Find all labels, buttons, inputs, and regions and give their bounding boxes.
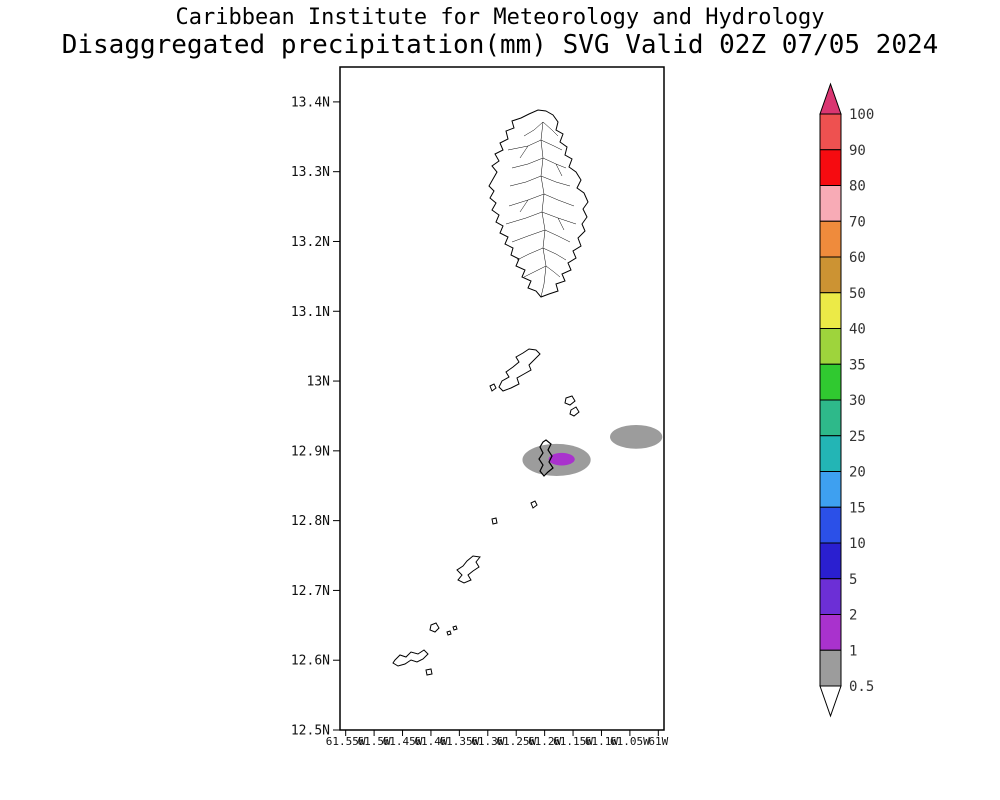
- lat-label: 12.8N: [291, 514, 330, 529]
- lon-label: 61.45W: [383, 735, 423, 748]
- colorbar-label: 15: [849, 500, 866, 516]
- island-balliceaux: [569, 406, 580, 417]
- colorbar-segment: [819, 113, 842, 151]
- colorbar-segment: [819, 649, 842, 687]
- colorbar-segment: [819, 614, 842, 651]
- colorbar-label: 50: [849, 286, 866, 302]
- colorbar-segment: [819, 435, 842, 472]
- colorbar-segment: [819, 363, 842, 401]
- island-st-vincent-outline: [488, 109, 589, 298]
- colorbar-segment: [819, 506, 842, 544]
- colorbar-segment: [819, 149, 842, 186]
- lon-label: 61W: [648, 735, 668, 748]
- precip-shading-layer: [522, 425, 663, 476]
- colorbar-label: 20: [849, 465, 866, 481]
- lon-label: 61.4W: [414, 735, 447, 748]
- colorbar-label: 0.5: [849, 679, 874, 695]
- island-bequia: [498, 348, 541, 392]
- lon-label: 61.05W: [610, 735, 650, 748]
- lat-label: 12.6N: [291, 654, 330, 669]
- colorbar-segment: [819, 256, 842, 294]
- island-mayreau: [429, 622, 440, 633]
- colorbar-segment: [819, 399, 842, 437]
- colorbar-segment: [819, 185, 842, 222]
- colorbar-label: 100: [849, 107, 874, 123]
- colorbar-segment: [819, 542, 842, 580]
- lat-label: 13.1N: [291, 305, 330, 320]
- lon-label: 61.25W: [496, 735, 536, 748]
- precip-area-1-2mm: [548, 452, 575, 466]
- title-line-1: Caribbean Institute for Meteorology and …: [175, 5, 825, 30]
- colorbar-label: 25: [849, 429, 866, 445]
- lon-label: 61.15W: [553, 735, 593, 748]
- colorbar-segment: [819, 292, 842, 329]
- lon-label: 61.2W: [528, 735, 561, 748]
- lat-label: 13.2N: [291, 235, 330, 250]
- colorbar-label: 35: [849, 357, 866, 373]
- tobago-cays-2: [452, 625, 458, 631]
- lat-label: 12.9N: [291, 444, 330, 459]
- latitude-axis: 13.4N 13.3N 13.2N 13.1N 13N 12.9N 12.8N 12.7N 12…: [291, 95, 340, 739]
- island-canouan: [456, 555, 481, 584]
- colorbar-label: 10: [849, 536, 866, 552]
- lat-label: 12.5N: [291, 724, 330, 739]
- island-petit-st-vincent: [425, 668, 433, 676]
- colorbar-label: 60: [849, 250, 866, 266]
- colorbar-arrow-bottom: [819, 685, 842, 718]
- tobago-cays-1: [446, 630, 452, 636]
- lon-label: 61.1W: [585, 735, 618, 748]
- lon-label: 61.5W: [358, 735, 391, 748]
- colorbar-segment: [819, 578, 842, 615]
- map-frame: [339, 66, 665, 731]
- lon-label: 61.3W: [471, 735, 504, 748]
- colorbar-segment: [819, 220, 842, 258]
- coastline-layer: [392, 109, 589, 676]
- colorbar-label: 5: [849, 572, 857, 588]
- lon-label: 61.35W: [439, 735, 479, 748]
- lon-label: 61.55W: [326, 735, 366, 748]
- colorbar-label: 80: [849, 179, 866, 195]
- precip-colorbar: 100 90 80 70 60 50 40 35 30 25 20 15 10 5 2 1 0.5: [819, 82, 874, 718]
- colorbar-label: 90: [849, 143, 866, 159]
- island-petit-mustique: [491, 517, 498, 525]
- island-savan: [530, 500, 538, 509]
- island-mustique: [538, 439, 554, 477]
- colorbar-segment: [819, 471, 842, 508]
- colorbar-label: 1: [849, 643, 857, 659]
- longitude-axis: 61.55W61.5W61.45W61.4W61.35W61.3W61.25W6…: [326, 730, 669, 748]
- colorbar-label: 30: [849, 393, 866, 409]
- island-battowia: [564, 395, 576, 406]
- colorbar-label: 2: [849, 608, 857, 624]
- lat-label: 13.4N: [291, 95, 330, 110]
- colorbar-arrow-top: [819, 82, 842, 115]
- lat-label: 13.3N: [291, 165, 330, 180]
- lat-label: 13N: [307, 375, 330, 390]
- colorbar-label: 70: [849, 214, 866, 230]
- islet-west-of-bequia: [489, 383, 497, 392]
- island-union: [392, 649, 429, 667]
- colorbar-segment: [819, 328, 842, 365]
- precip-area-0.5-1mm: [610, 425, 663, 449]
- st-vincent-drainage-network: [505, 121, 577, 298]
- lat-label: 12.7N: [291, 584, 330, 599]
- colorbar-label: 40: [849, 322, 866, 338]
- title-line-2: Disaggregated precipitation(mm) SVG Vali…: [61, 30, 939, 60]
